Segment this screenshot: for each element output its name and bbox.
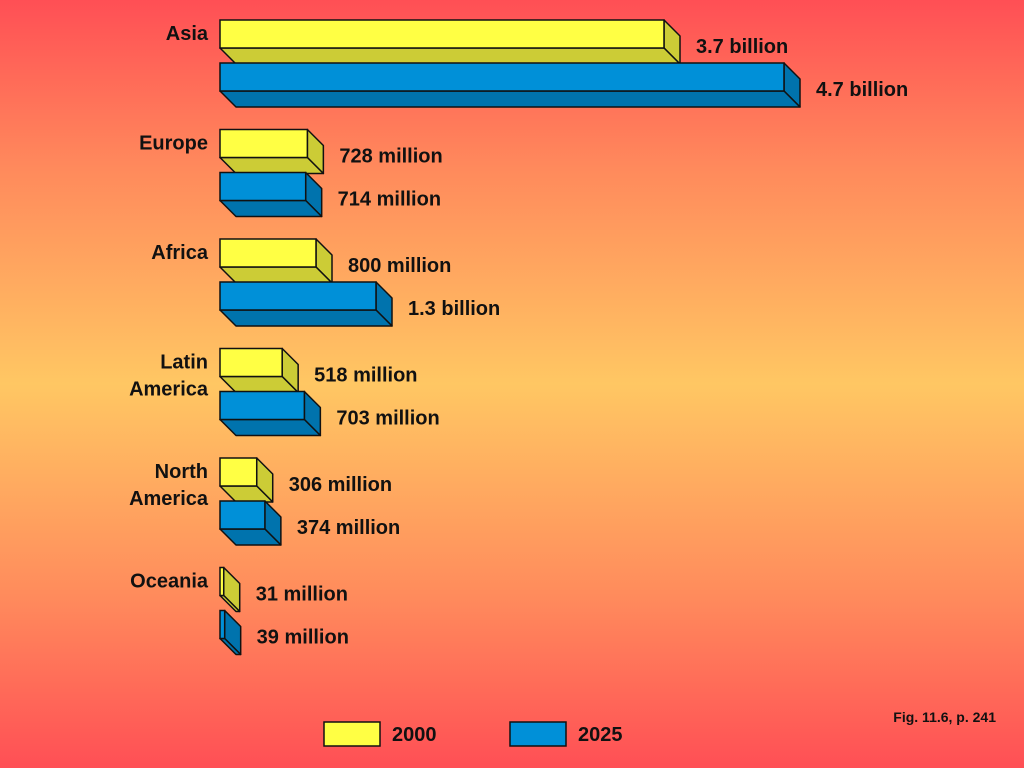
bar-front-face	[219, 128, 309, 159]
bar-oceania-2000	[219, 566, 241, 613]
value-label-oceania-2025: 39 million	[257, 627, 349, 649]
value-label-asia-2025: 4.7 billion	[816, 79, 908, 101]
bar-latin-america-2000	[219, 347, 299, 394]
legend-item-2000: 2000	[323, 721, 437, 747]
bar-front-face	[219, 62, 785, 92]
region-label-line: Europe	[139, 133, 208, 155]
bar-bottom-face	[219, 90, 801, 108]
bar-bottom-face	[219, 266, 333, 284]
bar-bottom-face	[219, 156, 325, 175]
region-label-line: Oceania	[130, 571, 209, 593]
bar-bottom-face	[219, 47, 681, 65]
region-label-line: Asia	[166, 23, 209, 45]
bar-oceania-2025	[219, 609, 242, 656]
bar-front-face	[219, 566, 225, 597]
legend-swatch-2000	[323, 721, 381, 747]
bar-front-face	[219, 390, 306, 421]
bar-front-face	[219, 238, 317, 268]
region-label-line: America	[129, 488, 209, 510]
bar-front-face	[219, 281, 377, 311]
value-label-europe-2000: 728 million	[339, 146, 442, 168]
legend-label-2025: 2025	[578, 724, 623, 746]
bar-front-face	[219, 609, 226, 640]
bar-front-face	[219, 171, 307, 202]
bar-front-face	[219, 457, 258, 487]
region-label-line: Africa	[151, 242, 209, 264]
region-label-line: North	[155, 461, 208, 483]
bar-front-face	[219, 500, 266, 530]
region-label-europe: Europe	[139, 133, 208, 155]
value-label-asia-2000: 3.7 billion	[696, 36, 788, 58]
bar-bottom-face	[219, 309, 393, 327]
region-label-africa: Africa	[151, 242, 209, 264]
bars-layer	[219, 19, 801, 656]
bar-africa-2025	[219, 281, 393, 327]
region-label-line: Latin	[160, 352, 208, 374]
bar-latin-america-2025	[219, 390, 322, 437]
bar-asia-2000	[219, 19, 681, 65]
bar-front-face	[219, 19, 665, 49]
value-label-latin-america-2025: 703 million	[336, 408, 439, 430]
bar-europe-2025	[219, 171, 323, 218]
bar-north-america-2025	[219, 500, 282, 546]
bar-bottom-face	[219, 418, 322, 437]
bar-africa-2000	[219, 238, 333, 284]
region-label-oceania: Oceania	[130, 571, 209, 593]
legend-item-2025: 2025	[509, 721, 623, 747]
legend-label-2000: 2000	[392, 724, 437, 746]
bar-europe-2000	[219, 128, 325, 175]
value-label-africa-2000: 800 million	[348, 255, 451, 277]
figure-caption: Fig. 11.6, p. 241	[893, 709, 996, 725]
labels-layer: Asia 3.7 billion 4.7 billion Europe 728 mill…	[129, 23, 908, 649]
legend-swatch-2025	[509, 721, 567, 747]
value-label-north-america-2000: 306 million	[289, 474, 392, 496]
region-label-north-america: North America	[129, 461, 209, 510]
value-label-europe-2025: 714 million	[338, 189, 441, 211]
value-label-africa-2025: 1.3 billion	[408, 298, 500, 320]
bar-asia-2025	[219, 62, 801, 108]
legend: 2000 2025	[323, 721, 623, 747]
bar-bottom-face	[219, 199, 323, 218]
region-label-latin-america: Latin America	[129, 352, 209, 401]
bar-front-face	[219, 347, 283, 378]
value-label-north-america-2025: 374 million	[297, 517, 400, 539]
bar-north-america-2000	[219, 457, 274, 503]
value-label-oceania-2000: 31 million	[256, 584, 348, 606]
value-label-latin-america-2000: 518 million	[314, 365, 417, 387]
region-label-asia: Asia	[166, 23, 209, 45]
region-label-line: America	[129, 379, 209, 401]
